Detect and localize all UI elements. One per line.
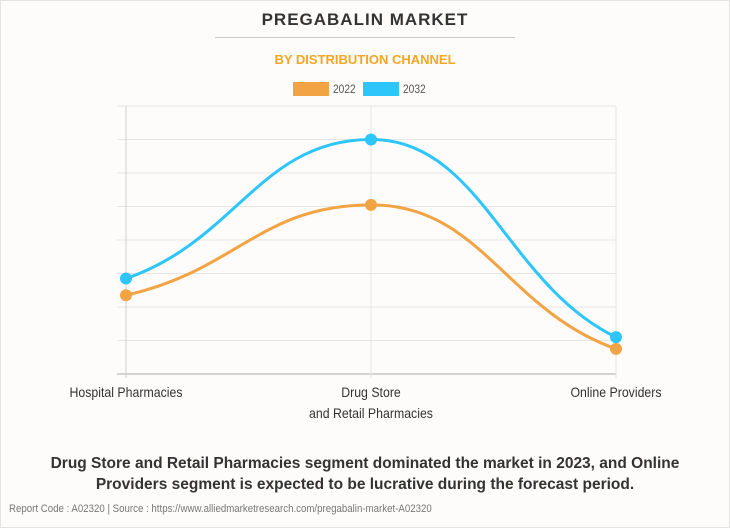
x-tick-label: Online Providers <box>528 382 704 403</box>
legend-label-2032: 2032 <box>403 82 426 96</box>
data-point-2032[interactable] <box>365 133 377 146</box>
x-tick-label-line: Drug Store <box>341 384 401 400</box>
data-point-2022[interactable] <box>365 198 377 211</box>
legend-label-2022: 2022 <box>333 82 356 96</box>
x-tick-label-line: Online Providers <box>570 384 662 400</box>
data-point-2032[interactable] <box>120 272 132 285</box>
source-footer: Report Code : A02320 | Source : https://… <box>9 503 432 515</box>
x-tick-label: Drug Store and Retail Pharmacies <box>283 382 459 424</box>
x-tick-label: Hospital Pharmacies <box>38 382 214 403</box>
chart-caption: Drug Store and Retail Pharmacies segment… <box>50 455 680 493</box>
legend-swatch-2032 <box>363 82 399 96</box>
data-points <box>120 133 622 355</box>
data-point-2022[interactable] <box>120 289 132 302</box>
title-divider <box>215 37 515 38</box>
chart-subtitle: BY DISTRIBUTION CHANNEL <box>274 52 456 67</box>
data-point-2022[interactable] <box>610 342 622 355</box>
x-tick-label-line: and Retail Pharmacies <box>309 405 433 421</box>
legend-swatch-2022 <box>293 82 329 96</box>
chart-title: PREGABALIN MARKET <box>261 10 469 29</box>
data-point-2032[interactable] <box>610 331 622 344</box>
x-tick-label-line: Hospital Pharmacies <box>69 384 183 400</box>
